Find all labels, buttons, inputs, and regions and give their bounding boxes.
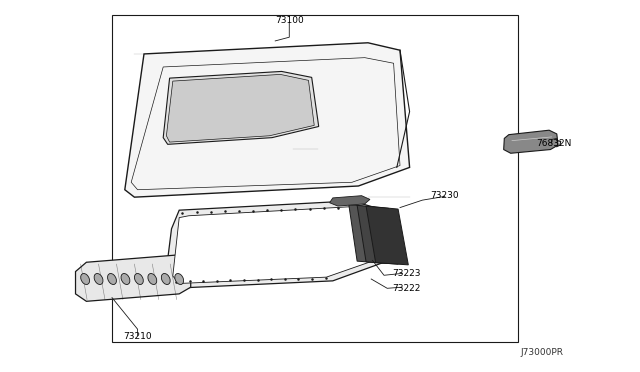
- Polygon shape: [166, 74, 314, 142]
- Ellipse shape: [94, 273, 103, 285]
- Polygon shape: [76, 255, 191, 301]
- Polygon shape: [330, 196, 370, 206]
- Text: 73223: 73223: [392, 269, 420, 278]
- Text: 73100: 73100: [275, 16, 303, 25]
- Ellipse shape: [175, 273, 184, 285]
- Text: 73222: 73222: [392, 284, 420, 293]
- Ellipse shape: [121, 273, 130, 285]
- Ellipse shape: [161, 273, 170, 285]
- Polygon shape: [349, 205, 387, 263]
- Polygon shape: [173, 207, 374, 283]
- Text: J73000PR: J73000PR: [520, 348, 563, 357]
- Text: 73210: 73210: [124, 332, 152, 341]
- Polygon shape: [165, 201, 384, 288]
- Ellipse shape: [108, 273, 116, 285]
- Polygon shape: [357, 205, 398, 264]
- Ellipse shape: [134, 273, 143, 285]
- Text: 76832N: 76832N: [536, 139, 572, 148]
- Ellipse shape: [148, 273, 157, 285]
- Polygon shape: [504, 130, 558, 153]
- Polygon shape: [125, 43, 410, 197]
- Text: 73230: 73230: [431, 191, 459, 200]
- Polygon shape: [163, 71, 319, 144]
- Ellipse shape: [81, 273, 90, 285]
- Bar: [112, 15, 518, 342]
- Polygon shape: [366, 206, 408, 265]
